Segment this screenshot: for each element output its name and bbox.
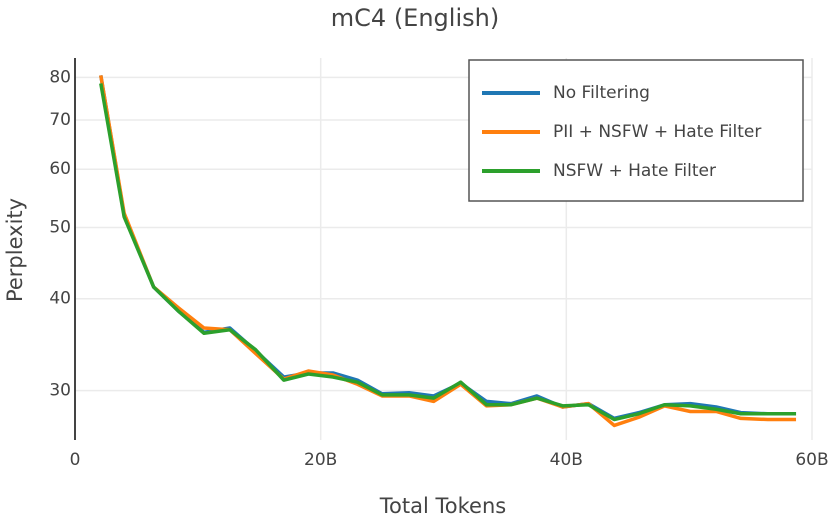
y-tick-label: 30 [49,381,71,401]
x-axis-label: Total Tokens [379,494,506,518]
x-tick-label: 60B [795,450,828,470]
legend-label: No Filtering [553,83,650,103]
x-tick-label: 40B [550,450,583,470]
data-line [99,75,797,428]
x-tick-label: 20B [304,450,337,470]
legend-label: PII + NSFW + Hate Filter [553,122,761,142]
data-line [99,83,797,422]
y-axis-label: Perplexity [3,198,27,302]
y-tick-label: 60 [49,159,71,179]
y-tick-label: 40 [49,289,71,309]
y-tick-label: 80 [49,67,71,87]
legend-label: NSFW + Hate Filter [553,161,716,181]
y-tick-label: 50 [49,217,71,237]
chart-title: mC4 (English) [331,4,499,32]
x-tick-label: 0 [70,450,81,470]
y-tick-label: 70 [49,110,71,130]
